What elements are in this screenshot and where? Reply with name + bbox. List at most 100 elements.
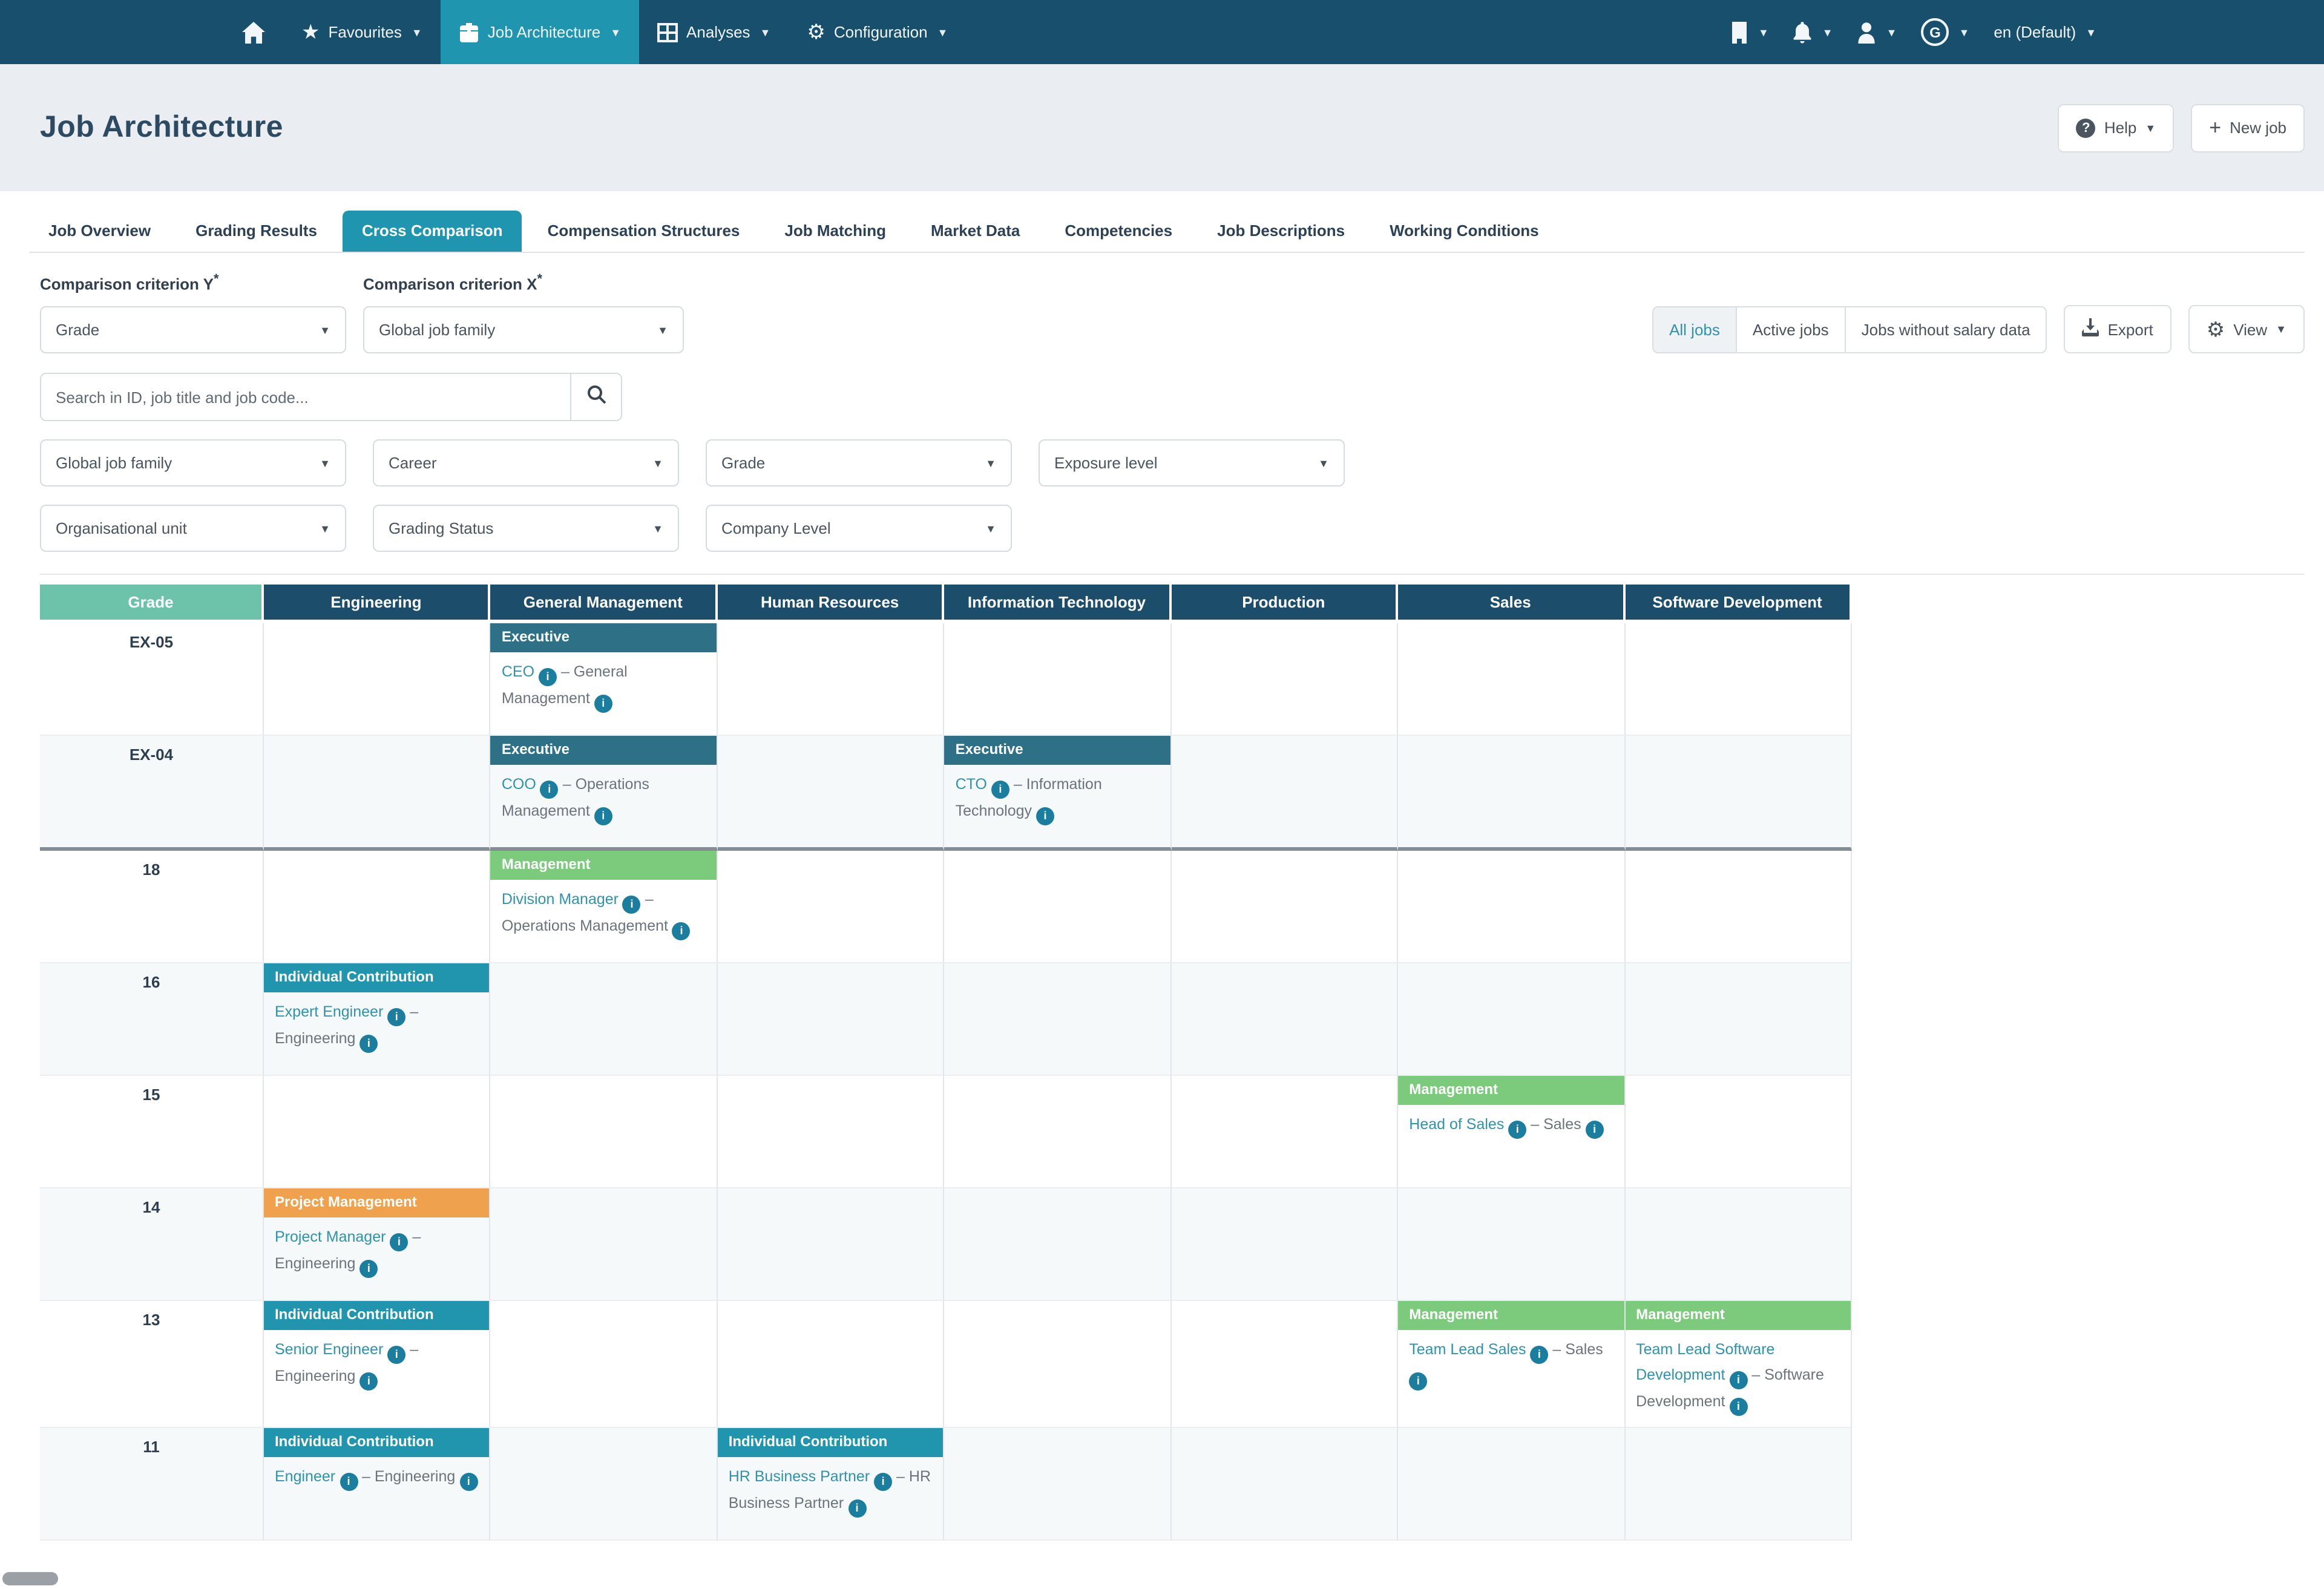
job-link[interactable]: CEO — [501, 663, 535, 680]
career-level-badge: Management — [490, 851, 717, 880]
nav-language[interactable]: en (Default) ▼ — [1981, 0, 2109, 64]
info-icon[interactable]: i — [359, 1260, 378, 1279]
job-link[interactable]: Project Manager — [275, 1228, 386, 1245]
info-icon[interactable]: i — [1036, 807, 1054, 826]
job-cell — [1625, 1428, 1852, 1541]
chevron-down-icon: ▼ — [320, 457, 330, 470]
page-title: Job Architecture — [40, 110, 283, 144]
segment-active-jobs[interactable]: Active jobs — [1737, 307, 1846, 352]
nav-favourites[interactable]: ★ Favourites ▼ — [283, 0, 441, 64]
job-cell: Individual Contribution Senior Engineer i… — [264, 1301, 491, 1429]
job-cell — [1171, 963, 1399, 1076]
tab-working-conditions[interactable]: Working Conditions — [1390, 221, 1539, 240]
filter-select-exposure-level[interactable]: Exposure level ▼ — [1039, 439, 1345, 487]
job-cell: Project Management Project Manager i – En… — [264, 1188, 491, 1302]
chevron-down-icon: ▼ — [985, 457, 996, 470]
info-icon[interactable]: i — [1530, 1346, 1549, 1365]
filter-select-grading-status[interactable]: Grading Status ▼ — [373, 505, 679, 552]
criterion-y-value: Grade — [56, 321, 100, 339]
new-job-button[interactable]: + New job — [2191, 103, 2305, 152]
view-button[interactable]: ⚙ View ▼ — [2188, 305, 2305, 354]
info-icon[interactable]: i — [1585, 1121, 1604, 1139]
nav-analyses[interactable]: Analyses ▼ — [639, 0, 789, 64]
job-cell — [490, 1301, 718, 1429]
info-icon[interactable]: i — [874, 1473, 893, 1492]
horizontal-scrollbar[interactable] — [2, 1572, 58, 1585]
info-icon[interactable]: i — [594, 695, 612, 713]
filter-select-grade[interactable]: Grade ▼ — [706, 439, 1012, 487]
job-link[interactable]: Team Lead Sales — [1409, 1340, 1526, 1358]
info-icon[interactable]: i — [539, 668, 557, 687]
search-input[interactable] — [41, 374, 570, 421]
column-header-engineering: Engineering — [264, 585, 491, 624]
info-icon[interactable]: i — [1409, 1372, 1428, 1391]
info-icon[interactable]: i — [848, 1499, 867, 1518]
tab-market-data[interactable]: Market Data — [930, 221, 1020, 240]
job-link[interactable]: Team Lead Software Development — [1636, 1340, 1775, 1384]
nav-company-menu[interactable]: ▼ — [1719, 0, 1781, 64]
info-icon[interactable]: i — [459, 1473, 478, 1492]
job-link[interactable]: Senior Engineer — [275, 1340, 384, 1358]
nav-user-menu[interactable]: ▼ — [1845, 0, 1909, 64]
nav-home[interactable] — [224, 0, 283, 64]
job-link[interactable]: CTO — [955, 775, 987, 793]
job-link[interactable]: Engineer — [275, 1468, 336, 1486]
info-icon[interactable]: i — [1729, 1371, 1748, 1390]
job-link[interactable]: Expert Engineer — [275, 1003, 384, 1020]
job-link[interactable]: COO — [501, 775, 536, 793]
criterion-x-select[interactable]: Global job family ▼ — [363, 306, 684, 354]
info-icon[interactable]: i — [594, 807, 612, 826]
info-icon[interactable]: i — [540, 781, 559, 799]
job-card-body: COO i – Operations Management i — [491, 765, 717, 837]
export-button[interactable]: Export — [2064, 305, 2171, 354]
tab-compensation-structures[interactable]: Compensation Structures — [547, 221, 740, 240]
filter-select-career[interactable]: Career ▼ — [373, 439, 679, 487]
job-cell: Management Team Lead Sales i – Sales i — [1398, 1301, 1626, 1429]
info-icon[interactable]: i — [390, 1233, 409, 1252]
job-link[interactable]: HR Business Partner — [728, 1468, 870, 1486]
nav-brand-menu[interactable]: G ▼ — [1909, 0, 1981, 64]
chevron-down-icon: ▼ — [657, 324, 668, 336]
job-cell — [717, 1188, 945, 1302]
info-icon[interactable]: i — [622, 896, 641, 914]
chevron-down-icon: ▼ — [2276, 323, 2286, 336]
chevron-down-icon: ▼ — [937, 26, 948, 38]
tab-cross-comparison[interactable]: Cross Comparison — [342, 211, 522, 252]
filter-select-organisational-unit[interactable]: Organisational unit ▼ — [40, 505, 346, 552]
info-icon[interactable]: i — [387, 1346, 406, 1365]
job-card: Management Team Lead Software Development… — [1625, 1301, 1851, 1427]
info-icon[interactable]: i — [359, 1035, 378, 1053]
search-button[interactable] — [570, 374, 621, 421]
criterion-y-select[interactable]: Grade ▼ — [40, 306, 346, 354]
job-cell — [717, 1301, 945, 1429]
help-button[interactable]: ? Help ▼ — [2058, 103, 2175, 152]
tab-grading-results[interactable]: Grading Results — [195, 221, 317, 240]
tab-job-overview[interactable]: Job Overview — [48, 221, 151, 240]
job-link[interactable]: Division Manager — [501, 890, 619, 908]
nav-notifications[interactable]: ▼ — [1781, 0, 1845, 64]
job-cell — [1398, 851, 1626, 964]
tab-job-descriptions[interactable]: Job Descriptions — [1217, 221, 1345, 240]
info-icon[interactable]: i — [672, 922, 691, 941]
grade-cell: 14 — [40, 1188, 264, 1302]
job-card: Individual Contribution Senior Engineer i… — [264, 1301, 490, 1402]
info-icon[interactable]: i — [387, 1008, 406, 1027]
info-icon[interactable]: i — [1508, 1121, 1527, 1139]
info-icon[interactable]: i — [359, 1372, 378, 1391]
nav-job-architecture[interactable]: Job Architecture ▼ — [440, 0, 640, 64]
filter-row-1: Global job family ▼ Career ▼ Grade ▼ Exposure … — [40, 439, 2305, 487]
chevron-down-icon: ▼ — [760, 26, 771, 38]
nav-configuration[interactable]: ⚙ Configuration ▼ — [789, 0, 966, 64]
tab-job-matching[interactable]: Job Matching — [784, 221, 886, 240]
info-icon[interactable]: i — [340, 1473, 358, 1492]
filter-select-company-level[interactable]: Company Level ▼ — [706, 505, 1012, 552]
info-icon[interactable]: i — [1729, 1398, 1748, 1417]
info-icon[interactable]: i — [991, 781, 1009, 799]
filter-select-global-job-family[interactable]: Global job family ▼ — [40, 439, 346, 487]
segment-jobs-without-salary-data[interactable]: Jobs without salary data — [1861, 320, 2030, 339]
tab-competencies[interactable]: Competencies — [1065, 221, 1173, 240]
job-link[interactable]: Head of Sales — [1409, 1115, 1505, 1133]
segment-all-jobs[interactable]: All jobs — [1653, 307, 1737, 352]
job-filter-segmented: All jobs Active jobs Jobs without salary d… — [1652, 306, 2047, 353]
job-cell — [264, 851, 491, 964]
